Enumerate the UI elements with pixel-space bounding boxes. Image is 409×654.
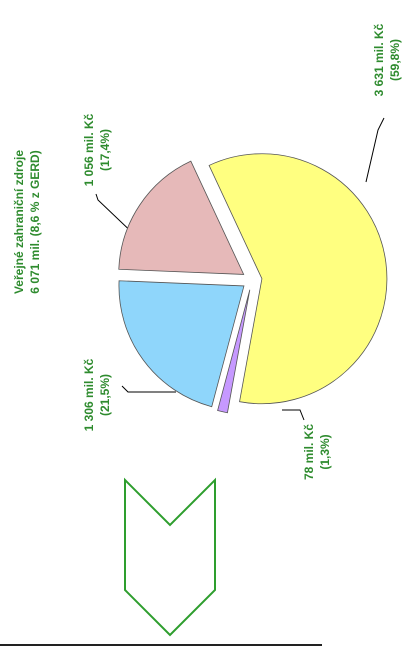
leader-line — [95, 193, 141, 241]
chart-title: Veřejné zahraniční zdroje — [12, 150, 26, 294]
percent-label: (17,4%) — [98, 129, 112, 171]
leader-line — [282, 409, 305, 421]
pie-slice — [118, 160, 245, 275]
value-label: 1 056 mil. Kč — [82, 113, 96, 186]
leader-lines — [95, 117, 385, 421]
percent-label: (59,8%) — [388, 39, 402, 81]
pie-slice — [217, 289, 251, 414]
value-label: 78 mil. Kč — [302, 424, 316, 480]
leader-line — [121, 385, 176, 393]
value-label: 1 306 mil. Kč — [82, 358, 96, 431]
leader-line — [365, 117, 385, 183]
chart-subtitle: 6 071 mil. (8,6 % z GERD) — [28, 150, 42, 293]
percent-label: (1,3%) — [318, 434, 332, 469]
percent-label: (21,5%) — [98, 374, 112, 416]
value-label: 3 631 mil. Kč — [372, 23, 386, 96]
arrow-chevron — [124, 477, 216, 637]
pie-slice — [208, 153, 388, 405]
pie-slice — [118, 280, 245, 408]
